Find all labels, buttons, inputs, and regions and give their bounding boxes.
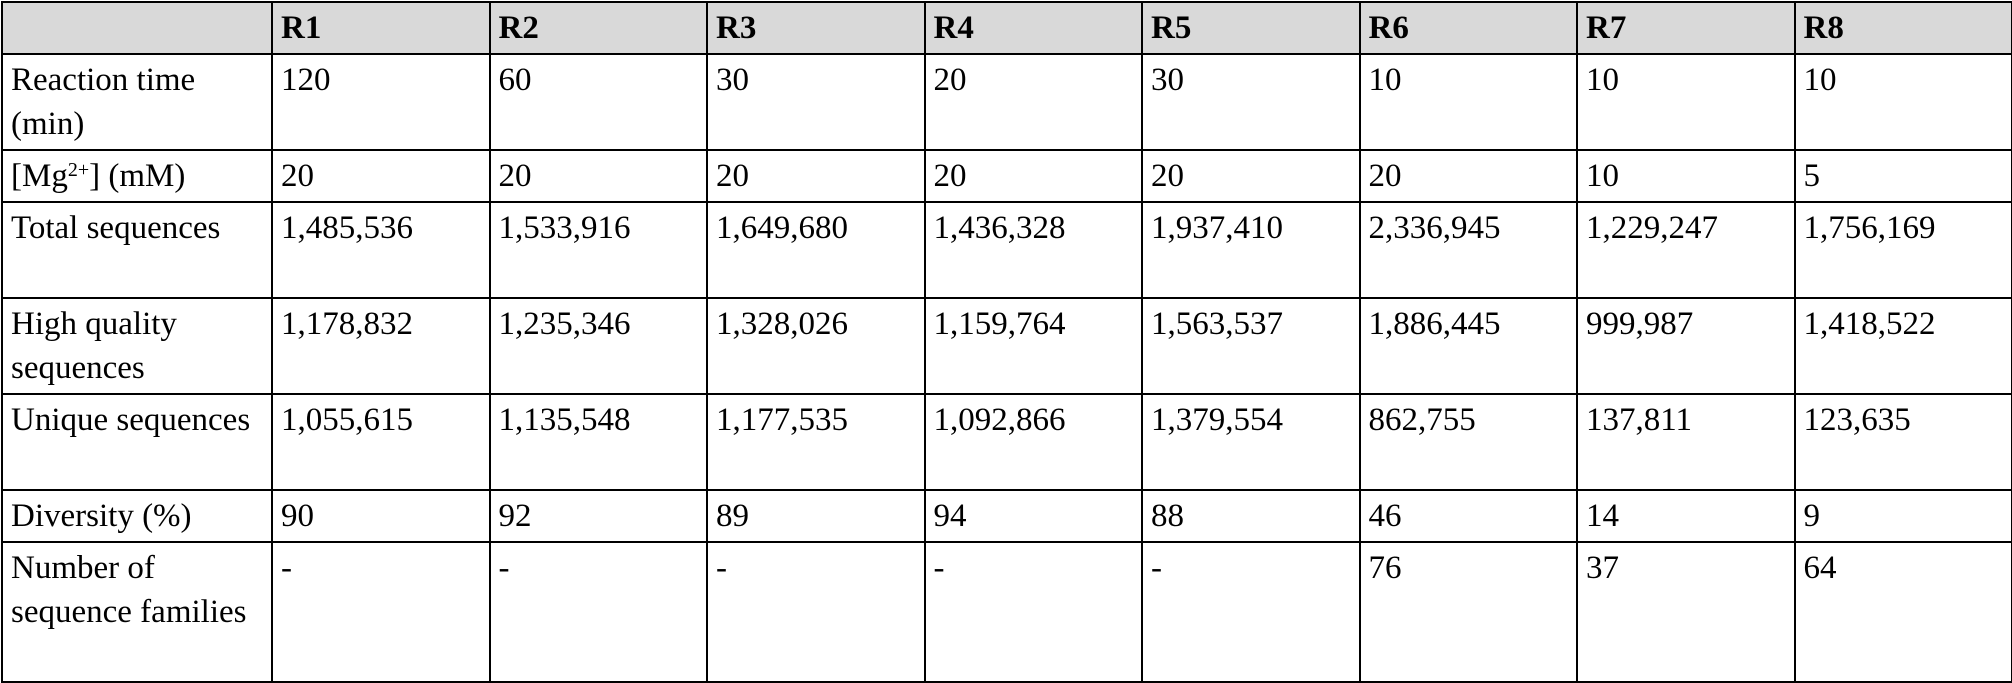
table-cell: 20: [1142, 150, 1360, 202]
table-cell: 862,755: [1360, 394, 1578, 490]
table-row-unique-sequences: Unique sequences 1,055,615 1,135,548 1,1…: [2, 394, 2012, 490]
table-cell: 1,485,536: [272, 202, 490, 298]
table-cell: 20: [272, 150, 490, 202]
table-row-reaction-time: Reaction time (min) 120 60 30 20 30 10 1…: [2, 54, 2012, 150]
table-cell: -: [925, 542, 1143, 682]
table-row-high-quality-sequences: High quality sequences 1,178,832 1,235,3…: [2, 298, 2012, 394]
table-cell: 1,328,026: [707, 298, 925, 394]
table-cell: 1,178,832: [272, 298, 490, 394]
table-cell: 1,159,764: [925, 298, 1143, 394]
row-label-prefix: [Mg: [11, 158, 68, 194]
table-cell: 1,418,522: [1795, 298, 2012, 394]
table-cell: 10: [1577, 150, 1795, 202]
table-row-mg-concentration: [Mg2+] (mM) 20 20 20 20 20 20 10 5: [2, 150, 2012, 202]
table-cell: 1,533,916: [490, 202, 708, 298]
header-cell-r4: R4: [925, 2, 1143, 54]
header-cell-r3: R3: [707, 2, 925, 54]
row-label: Diversity (%): [2, 490, 272, 542]
table-cell: 60: [490, 54, 708, 150]
row-label-suffix: ] (mM): [89, 158, 185, 194]
table-cell: 30: [1142, 54, 1360, 150]
header-cell-r5: R5: [1142, 2, 1360, 54]
table-cell: 999,987: [1577, 298, 1795, 394]
table-cell: 20: [490, 150, 708, 202]
table-cell: 1,092,866: [925, 394, 1143, 490]
table-cell: 64: [1795, 542, 2012, 682]
table-cell: -: [272, 542, 490, 682]
table-cell: 20: [925, 150, 1143, 202]
table-cell: 76: [1360, 542, 1578, 682]
table-cell: 46: [1360, 490, 1578, 542]
table-cell: 10: [1795, 54, 2012, 150]
table-cell: 10: [1577, 54, 1795, 150]
header-cell-r6: R6: [1360, 2, 1578, 54]
table-cell: 90: [272, 490, 490, 542]
header-cell-r8: R8: [1795, 2, 2012, 54]
table-row-sequence-families: Number of sequence families - - - - - 76…: [2, 542, 2012, 682]
row-label: Number of sequence families: [2, 542, 272, 682]
table-cell: 137,811: [1577, 394, 1795, 490]
table-cell: -: [1142, 542, 1360, 682]
header-row: R1 R2 R3 R4 R5 R6 R7 R8: [2, 2, 2012, 54]
row-label: Reaction time (min): [2, 54, 272, 150]
table-cell: 89: [707, 490, 925, 542]
table-cell: 1,235,346: [490, 298, 708, 394]
row-label: High quality sequences: [2, 298, 272, 394]
table-cell: 1,649,680: [707, 202, 925, 298]
table-cell: 1,055,615: [272, 394, 490, 490]
table-cell: 120: [272, 54, 490, 150]
header-cell-empty: [2, 2, 272, 54]
table-cell: 14: [1577, 490, 1795, 542]
table-cell: -: [707, 542, 925, 682]
table-cell: 30: [707, 54, 925, 150]
table-row-total-sequences: Total sequences 1,485,536 1,533,916 1,64…: [2, 202, 2012, 298]
table-cell: 20: [1360, 150, 1578, 202]
row-label-superscript: 2+: [68, 159, 89, 181]
table-cell: 1,379,554: [1142, 394, 1360, 490]
table-cell: 9: [1795, 490, 2012, 542]
header-cell-r2: R2: [490, 2, 708, 54]
table-cell: 1,886,445: [1360, 298, 1578, 394]
table-cell: 37: [1577, 542, 1795, 682]
header-cell-r7: R7: [1577, 2, 1795, 54]
table-cell: 1,135,548: [490, 394, 708, 490]
header-cell-r1: R1: [272, 2, 490, 54]
table-cell: 1,937,410: [1142, 202, 1360, 298]
row-label: [Mg2+] (mM): [2, 150, 272, 202]
table-cell: 1,756,169: [1795, 202, 2012, 298]
table-cell: 94: [925, 490, 1143, 542]
row-label: Total sequences: [2, 202, 272, 298]
table-cell: 1,229,247: [1577, 202, 1795, 298]
table-cell: 123,635: [1795, 394, 2012, 490]
table-cell: 20: [925, 54, 1143, 150]
table-cell: 1,436,328: [925, 202, 1143, 298]
table-cell: -: [490, 542, 708, 682]
table-cell: 10: [1360, 54, 1578, 150]
table-cell: 5: [1795, 150, 2012, 202]
table-cell: 1,177,535: [707, 394, 925, 490]
table-cell: 1,563,537: [1142, 298, 1360, 394]
table-cell: 20: [707, 150, 925, 202]
row-label: Unique sequences: [2, 394, 272, 490]
table-cell: 92: [490, 490, 708, 542]
table-cell: 88: [1142, 490, 1360, 542]
table-cell: 2,336,945: [1360, 202, 1578, 298]
table-row-diversity: Diversity (%) 90 92 89 94 88 46 14 9: [2, 490, 2012, 542]
